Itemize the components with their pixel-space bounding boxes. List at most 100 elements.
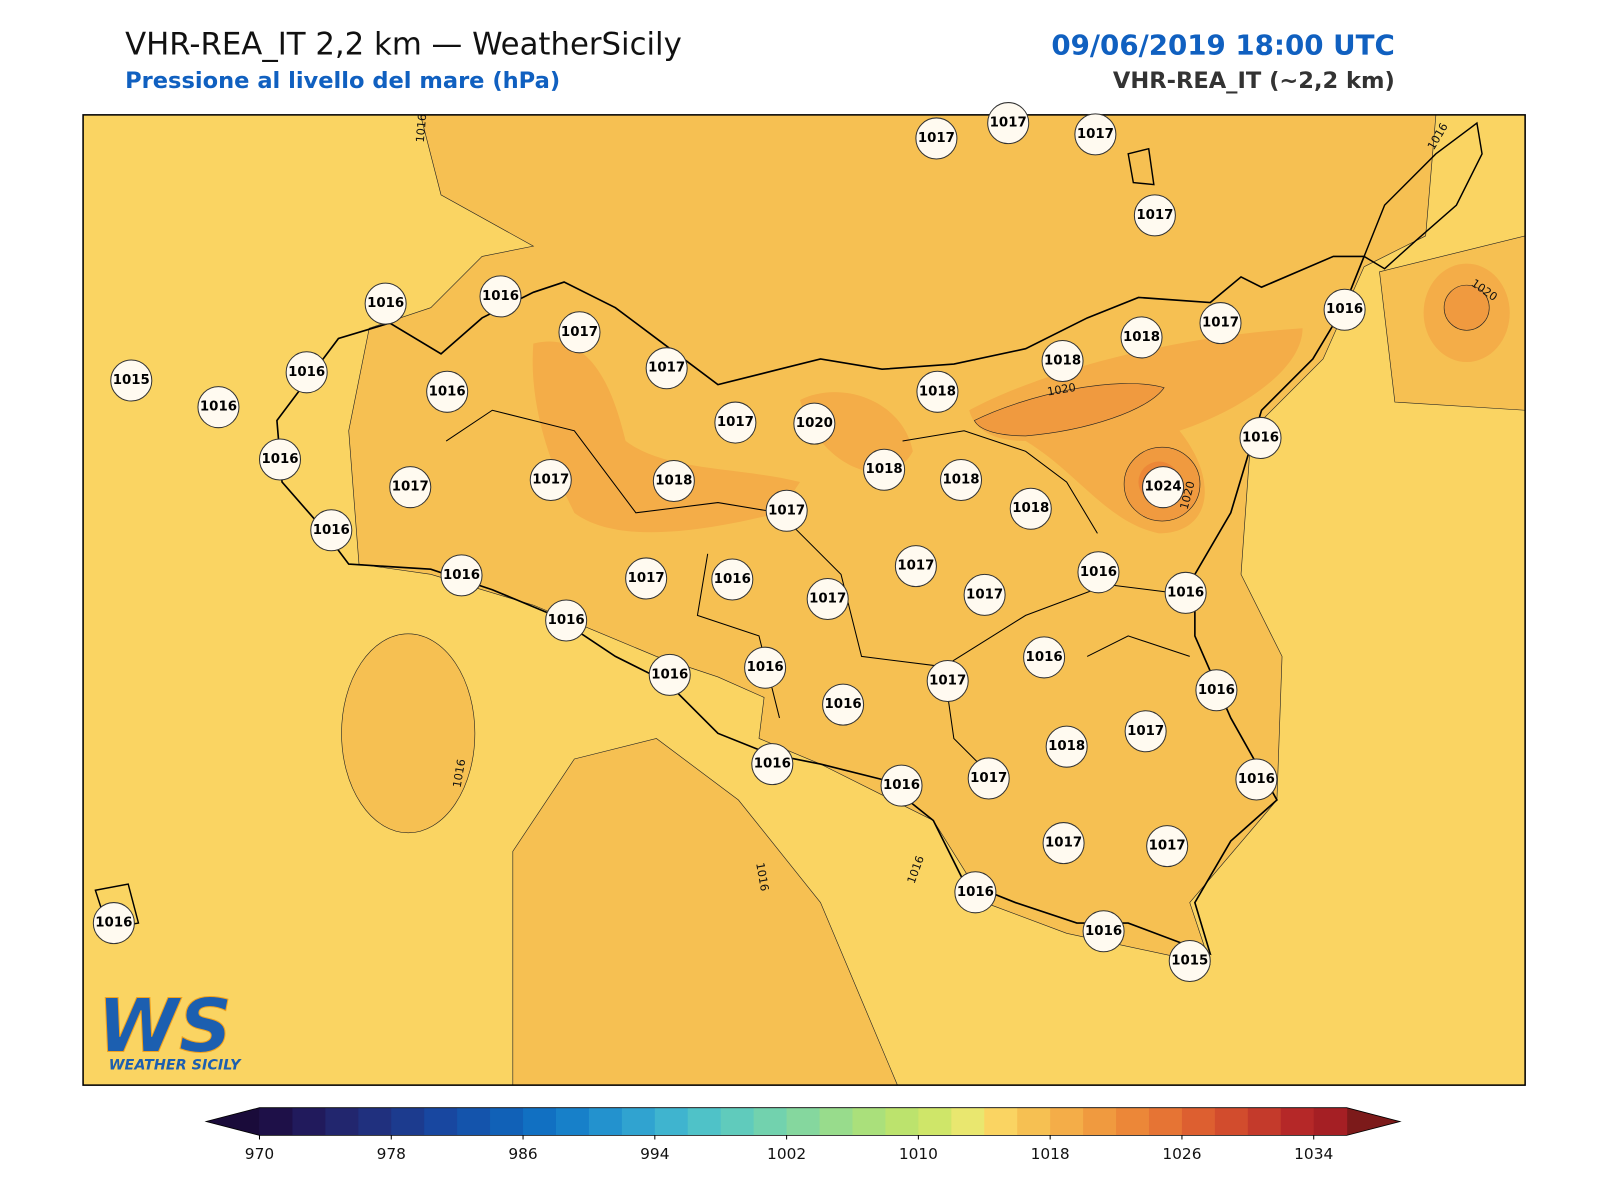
station: 1016	[1023, 636, 1066, 679]
station: 1017	[765, 489, 808, 532]
station: 1017	[558, 311, 601, 354]
station-marker	[1045, 725, 1088, 768]
colorbar-tick-label: 1002	[767, 1145, 806, 1163]
station: 1018	[940, 458, 983, 502]
station-value: 1018	[919, 384, 956, 399]
station-marker	[940, 458, 983, 502]
station-marker	[529, 458, 572, 502]
station: 1017	[926, 660, 969, 703]
station-value: 1018	[942, 473, 979, 488]
station-marker	[926, 660, 969, 703]
colorbar-segment	[753, 1107, 788, 1136]
station: 1016	[822, 683, 865, 726]
station-value: 1017	[897, 559, 934, 574]
station-marker	[1146, 825, 1189, 868]
station-value: 1020	[796, 416, 833, 431]
station: 1017	[389, 466, 432, 509]
colorbar-segment	[687, 1107, 722, 1136]
station: 1017	[1124, 710, 1167, 753]
colorbar-segment	[358, 1107, 392, 1136]
station-marker	[92, 902, 135, 945]
station-value: 1017	[1127, 724, 1164, 739]
colorbar-segment	[621, 1107, 656, 1136]
station-value: 1016	[200, 400, 237, 415]
station-marker	[1164, 571, 1207, 614]
station: 1016	[954, 871, 997, 914]
station: 1016	[545, 599, 588, 642]
colorbar-segment	[819, 1107, 854, 1136]
field-1018	[532, 341, 800, 533]
colorbar-tick-label: 986	[508, 1145, 537, 1163]
station-marker	[915, 117, 958, 160]
colorbar-segment	[588, 1107, 623, 1136]
station: 1016	[648, 653, 691, 696]
station-marker	[110, 359, 153, 402]
station-value: 1017	[1149, 839, 1186, 854]
station-value: 1017	[970, 771, 1007, 786]
station: 1016	[1082, 910, 1125, 953]
colorbar-segment	[555, 1107, 590, 1136]
colorbar-segment	[1313, 1107, 1348, 1136]
station-marker	[863, 448, 906, 491]
colorbar-tick-label: 1034	[1294, 1145, 1333, 1163]
station-marker	[364, 282, 407, 325]
station-value: 1017	[1202, 316, 1239, 331]
station: 1015	[110, 359, 153, 402]
station-marker	[1042, 822, 1085, 865]
station: 1017	[806, 577, 849, 620]
map-frame	[82, 114, 1526, 1086]
station-value: 1017	[809, 591, 846, 606]
colorbar-segment	[852, 1107, 886, 1136]
station: 1017	[645, 347, 688, 390]
coastline	[276, 255, 1366, 956]
station: 1016	[426, 370, 469, 413]
station-marker	[1082, 910, 1125, 953]
colorbar-segment	[720, 1107, 755, 1136]
colorbar-segment	[1050, 1107, 1084, 1136]
station: 1018	[1120, 316, 1163, 359]
station-value: 1017	[929, 674, 966, 689]
station: 1016	[285, 351, 328, 394]
station-value: 1017	[768, 503, 805, 518]
station-value: 1018	[655, 474, 692, 489]
station: 1016	[1164, 571, 1207, 614]
station-marker	[880, 764, 923, 807]
contour-label: 1016	[414, 113, 429, 143]
colorbar-segment	[490, 1107, 524, 1136]
station: 1016	[258, 438, 302, 481]
colorbar-segment	[1247, 1107, 1282, 1136]
logo-mark: WS	[97, 983, 232, 1069]
station: 1016	[1077, 551, 1120, 594]
station-marker	[479, 275, 522, 318]
colorbar-segment	[391, 1107, 425, 1136]
colorbar-segment	[1214, 1107, 1249, 1136]
station: 1016	[1239, 416, 1282, 459]
station-marker	[954, 871, 997, 914]
station: 1018	[863, 448, 906, 491]
colorbar-segment	[1017, 1107, 1051, 1136]
colorbar-segment	[1083, 1107, 1117, 1136]
station: 1017	[894, 545, 937, 588]
station: 1017	[714, 401, 757, 444]
station-value: 1016	[367, 296, 404, 311]
station: 1018	[1045, 725, 1088, 768]
station-value: 1015	[1171, 954, 1208, 969]
station-marker	[822, 683, 865, 726]
station-marker	[1168, 940, 1211, 983]
station-value: 1016	[1242, 430, 1279, 445]
station: 1016	[310, 509, 353, 552]
station-marker	[426, 370, 469, 413]
station-marker	[1235, 758, 1278, 801]
station-value: 1016	[883, 778, 920, 793]
logo: WS WEATHER SICILY	[97, 983, 242, 1074]
station-value: 1016	[443, 568, 480, 583]
colorbar-segment	[885, 1107, 919, 1136]
station-value: 1016	[1198, 683, 1235, 698]
station-marker	[1323, 288, 1366, 331]
station: 1020	[793, 402, 836, 445]
colorbar-tick-label: 1010	[899, 1145, 938, 1163]
station-marker	[806, 577, 849, 620]
station: 1017	[1199, 302, 1242, 345]
station-value: 1016	[288, 365, 325, 380]
colorbar: 970 978 986 994 1002 1010 1018 1026 1034	[204, 1107, 1402, 1163]
